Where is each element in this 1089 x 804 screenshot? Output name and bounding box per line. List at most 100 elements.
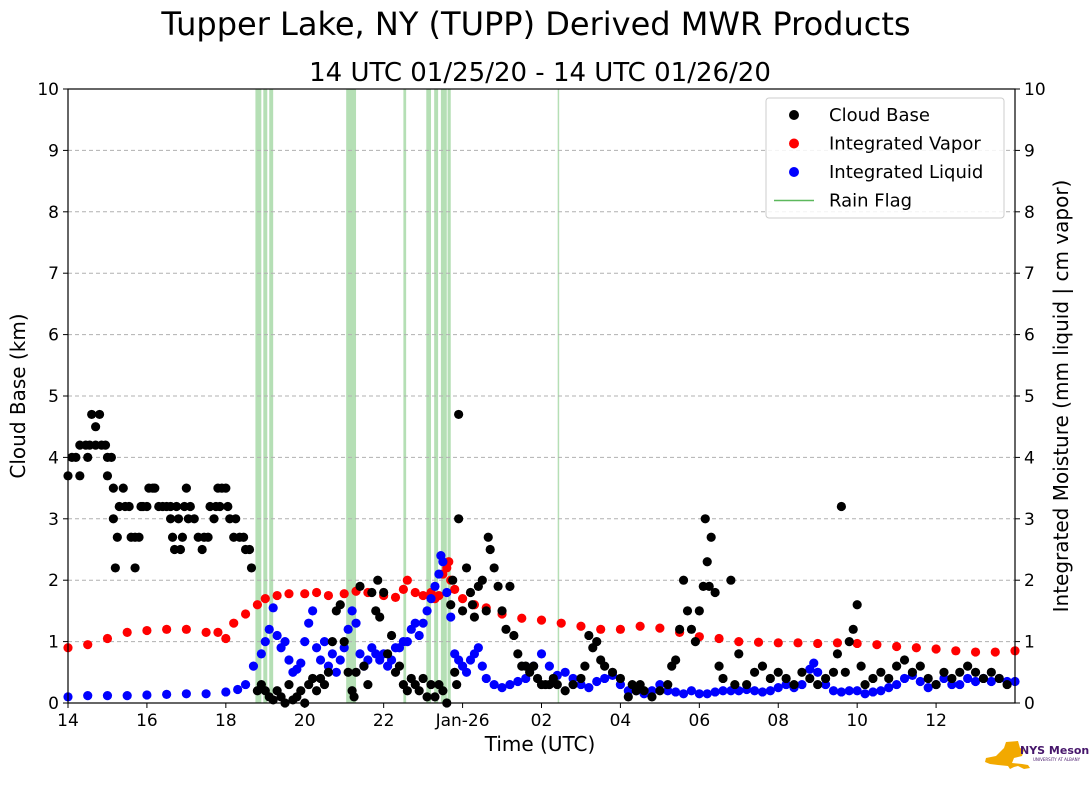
cloud-base-point	[173, 514, 184, 524]
cloud-base-point	[700, 514, 710, 524]
y-tick-label: 7	[48, 264, 59, 284]
integrated-liquid-point	[765, 686, 775, 696]
cloud-base-point	[704, 581, 714, 591]
integrated-vapor-point	[655, 623, 665, 633]
cloud-base-point	[165, 514, 176, 524]
cloud-base-point	[215, 501, 225, 512]
cloud-base-point	[639, 686, 649, 696]
cloud-base-point	[813, 679, 823, 690]
integrated-liquid-point	[414, 630, 424, 641]
cloud-base-point	[461, 563, 472, 573]
integrated-liquid-point	[884, 683, 894, 693]
ny-state-shape-icon	[985, 741, 1030, 769]
cloud-base-point	[467, 600, 478, 610]
cloud-base-point	[939, 667, 949, 677]
integrated-vapor-point	[734, 637, 744, 647]
cloud-base-point	[686, 624, 697, 634]
cloud-base-point	[311, 686, 322, 696]
cloud-base-point	[856, 661, 866, 671]
integrated-vapor-point	[418, 590, 428, 601]
integrated-vapor-point	[390, 592, 401, 602]
cloud-base-point	[931, 679, 941, 690]
integrated-liquid-point	[489, 679, 499, 690]
cloud-base-point	[765, 673, 775, 684]
cloud-base-point	[308, 673, 318, 684]
cloud-base-point	[844, 637, 854, 647]
cloud-base-point	[994, 673, 1004, 684]
cloud-base-point	[112, 532, 122, 542]
cloud-base-point	[655, 686, 665, 696]
integrated-liquid-point	[410, 618, 420, 628]
integrated-liquid-point	[434, 569, 444, 579]
cloud-base-point	[75, 471, 85, 481]
cloud-base-point	[108, 483, 118, 493]
integrated-liquid-point	[773, 683, 783, 693]
cloud-base-point	[373, 575, 383, 585]
chart-subtitle: 14 UTC 01/25/20 - 14 UTC 01/26/20	[309, 58, 771, 88]
integrated-vapor-point	[142, 625, 152, 636]
integrated-liquid-point	[899, 673, 910, 684]
integrated-liquid-point	[272, 630, 282, 641]
integrated-vapor-point	[832, 638, 843, 648]
cloud-base-point	[978, 673, 989, 684]
integrated-liquid-point	[240, 679, 251, 690]
cloud-base-point	[955, 667, 965, 677]
integrated-vapor-point	[272, 590, 282, 601]
y-right-tick-label: 10	[1024, 80, 1046, 100]
legend-marker-integrated-liquid	[789, 167, 799, 177]
logo-text: NYS Mesonet	[1020, 744, 1089, 757]
integrated-vapor-point	[714, 633, 724, 644]
y-right-tick-label: 2	[1024, 571, 1035, 591]
integrated-vapor-point	[221, 633, 231, 644]
integrated-liquid-point	[418, 618, 428, 628]
integrated-liquid-point	[718, 686, 728, 696]
cloud-base-point	[83, 452, 93, 462]
cloud-base-point	[268, 695, 278, 705]
integrated-liquid-point	[300, 637, 310, 647]
y-right-tick-label: 8	[1024, 203, 1035, 223]
integrated-vapor-point	[990, 647, 1000, 657]
integrated-liquid-point	[102, 691, 113, 701]
x-tick-label: 02	[531, 711, 553, 731]
integrated-vapor-point	[615, 624, 626, 634]
y-tick-label: 9	[48, 141, 59, 161]
cloud-base-point	[832, 649, 843, 659]
cloud-base-point	[167, 532, 178, 542]
cloud-base-point	[134, 532, 144, 542]
cloud-base-point	[757, 661, 768, 671]
x-tick-label: 20	[294, 711, 316, 731]
cloud-base-point	[840, 667, 850, 677]
cloud-base-point	[418, 673, 428, 684]
cloud-base-point	[513, 649, 523, 659]
integrated-liquid-point	[402, 637, 412, 647]
cloud-base-point	[623, 692, 633, 702]
cloud-base-point	[426, 679, 436, 690]
cloud-base-point	[907, 667, 918, 677]
cloud-base-point	[584, 630, 594, 641]
integrated-liquid-point	[162, 689, 172, 700]
integrated-vapor-point	[339, 589, 349, 599]
cloud-base-point	[118, 483, 128, 493]
integrated-liquid-point	[201, 689, 211, 699]
integrated-liquid-point	[963, 673, 973, 684]
integrated-vapor-point	[300, 589, 310, 599]
integrated-liquid-point	[422, 606, 432, 616]
y-right-tick-label: 1	[1024, 633, 1035, 653]
x-tick-label: 22	[373, 711, 395, 731]
integrated-vapor-point	[457, 594, 468, 604]
cloud-base-point	[246, 563, 257, 573]
cloud-base-point	[706, 532, 716, 542]
x-tick-label: 08	[767, 711, 789, 731]
cloud-base-point	[485, 544, 495, 555]
integrated-liquid-point	[986, 676, 996, 687]
integrated-liquid-point	[142, 690, 152, 700]
integrated-liquid-point	[797, 679, 807, 690]
cloud-base-point	[682, 606, 693, 616]
integrated-vapor-point	[931, 644, 941, 654]
cloud-base-point	[714, 661, 724, 671]
cloud-base-point	[351, 667, 361, 677]
cloud-base-point	[339, 637, 349, 647]
cloud-base-point	[110, 563, 120, 573]
cloud-base-point	[450, 667, 460, 677]
x-axis-label: Time (UTC)	[484, 732, 596, 756]
